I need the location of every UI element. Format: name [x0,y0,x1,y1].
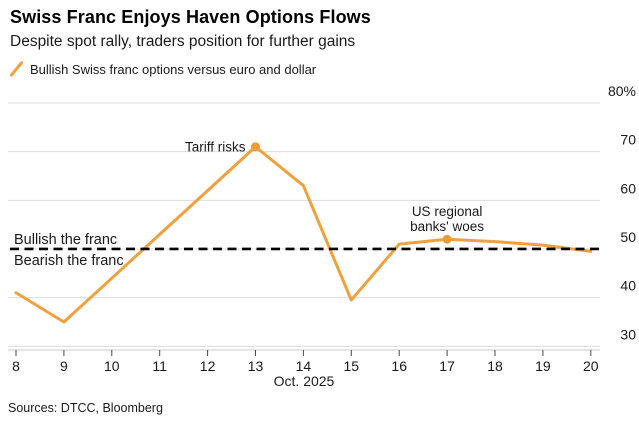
y-axis-tick-label: 50 [620,229,636,245]
reference-label-bearish: Bearish the franc [14,253,124,269]
x-axis-tick-label: 10 [104,358,120,374]
x-axis-tick-label: 19 [535,358,551,374]
legend-label: Bullish Swiss franc options versus euro … [30,61,317,77]
x-axis-tick-label: 15 [344,358,360,374]
x-axis-tick-label: 17 [439,358,455,374]
x-axis-tick-label: 8 [12,358,20,374]
x-axis-tick-label: 14 [296,358,312,374]
y-axis-tick-label: 70 [620,132,636,148]
x-axis-tick-label: 16 [391,358,407,374]
y-axis-tick-label: 80% [608,83,636,99]
legend: Bullish Swiss franc options versus euro … [10,61,316,77]
x-axis-tick-label: 20 [583,358,599,374]
x-axis-tick-label: 11 [152,358,167,374]
annotation-label: US regional [412,204,483,219]
sources-note: Sources: DTCC, Bloomberg [8,401,163,415]
x-axis-tick-label: 12 [200,358,216,374]
reference-label-bullish: Bullish the franc [14,232,117,248]
annotation-label: banks' woes [410,219,484,234]
y-axis-tick-label: 30 [620,326,636,342]
data-point-marker [251,142,260,152]
page-title: Swiss Franc Enjoys Haven Options Flows [10,7,371,27]
x-axis-tick-label: 9 [60,358,68,374]
data-point-marker [442,234,452,244]
y-axis-tick-label: 60 [620,180,636,196]
chart-subtitle: Despite spot rally, traders position for… [10,33,356,50]
y-axis-tick-label: 40 [620,278,636,294]
legend-line-icon [10,61,23,77]
annotation-label: Tariff risks [185,139,246,154]
x-axis-tick-label: 18 [487,358,503,374]
x-axis-title: Oct. 2025 [274,373,335,389]
series-line [14,145,593,324]
x-axis-tick-label: 13 [248,358,264,374]
